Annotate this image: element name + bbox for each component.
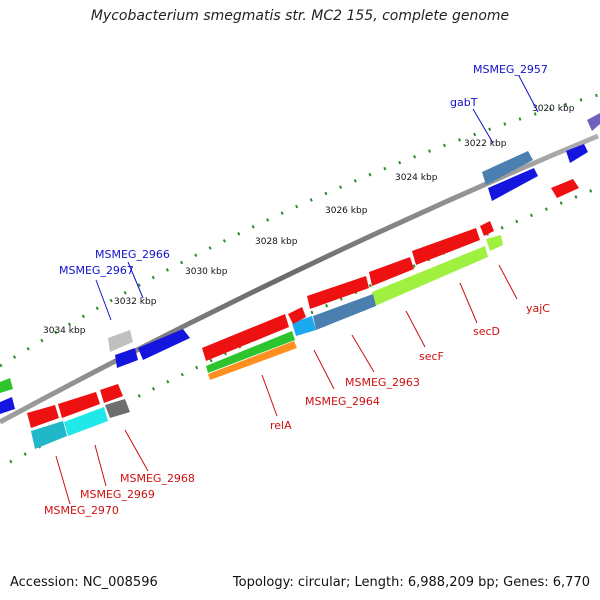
gene-feature[interactable] bbox=[480, 221, 494, 236]
tick-label-3024: 3024 kbp bbox=[395, 173, 438, 183]
tick-label-3032: 3032 kbp bbox=[114, 297, 157, 307]
gene-feature[interactable] bbox=[587, 113, 600, 131]
gene-feature[interactable] bbox=[307, 276, 369, 309]
gene-feature[interactable] bbox=[108, 330, 133, 352]
gene-feature[interactable] bbox=[488, 168, 538, 201]
gene-feature[interactable] bbox=[372, 246, 488, 306]
gene-feature[interactable] bbox=[58, 392, 100, 418]
accession-text: Accession: NC_008596 bbox=[10, 575, 158, 590]
gene-feature[interactable] bbox=[486, 235, 503, 251]
gene-label-rela[interactable]: relA bbox=[270, 419, 292, 432]
gene-label-msmeg-2957[interactable]: MSMEG_2957 bbox=[473, 63, 548, 76]
tick-label-3022: 3022 kbp bbox=[464, 139, 507, 149]
gene-label-msmeg-2968[interactable]: MSMEG_2968 bbox=[120, 472, 195, 485]
gene-feature[interactable] bbox=[206, 331, 295, 373]
gene-label-msmeg-2963[interactable]: MSMEG_2963 bbox=[345, 376, 420, 389]
reverse-strand-features bbox=[27, 179, 579, 449]
gene-label-msmeg-2964[interactable]: MSMEG_2964 bbox=[305, 395, 380, 408]
gene-feature[interactable] bbox=[412, 228, 480, 265]
tick-label-3034: 3034 kbp bbox=[43, 326, 86, 336]
gene-label-msmeg-2970[interactable]: MSMEG_2970 bbox=[44, 504, 119, 517]
gene-label-secd[interactable]: secD bbox=[473, 325, 500, 338]
gene-feature[interactable] bbox=[100, 384, 123, 403]
gene-feature[interactable] bbox=[31, 421, 67, 449]
gene-feature[interactable] bbox=[482, 151, 533, 185]
gene-feature[interactable] bbox=[115, 348, 138, 368]
genome-stats-text: Topology: circular; Length: 6,988,209 bp… bbox=[232, 575, 590, 590]
gene-feature[interactable] bbox=[288, 307, 306, 324]
leader-lines bbox=[55, 75, 539, 505]
gene-label-secf[interactable]: secF bbox=[419, 350, 444, 363]
tick-label-3020: 3020 kbp bbox=[532, 104, 575, 114]
gene-feature[interactable] bbox=[138, 329, 190, 360]
gene-label-gabt[interactable]: gabT bbox=[450, 96, 478, 109]
tick-label-3028: 3028 kbp bbox=[255, 237, 298, 247]
gene-feature[interactable] bbox=[551, 179, 579, 198]
gene-label-msmeg-2967[interactable]: MSMEG_2967 bbox=[59, 264, 134, 277]
gene-label-msmeg-2966[interactable]: MSMEG_2966 bbox=[95, 248, 170, 261]
gene-feature[interactable] bbox=[27, 405, 59, 428]
genome-backbone bbox=[0, 133, 599, 425]
gene-label-msmeg-2969[interactable]: MSMEG_2969 bbox=[80, 488, 155, 501]
tick-label-3030: 3030 kbp bbox=[185, 267, 228, 277]
gene-feature[interactable] bbox=[105, 399, 130, 418]
gene-feature[interactable] bbox=[0, 378, 13, 393]
tick-label-3026: 3026 kbp bbox=[325, 206, 368, 216]
gene-feature[interactable] bbox=[369, 257, 414, 286]
gene-feature[interactable] bbox=[208, 341, 297, 380]
gene-feature[interactable] bbox=[313, 294, 376, 330]
gene-feature[interactable] bbox=[0, 397, 15, 414]
forward-strand-features bbox=[0, 113, 600, 414]
gene-feature[interactable] bbox=[202, 314, 289, 361]
gene-feature[interactable] bbox=[64, 407, 108, 436]
map-title: Mycobacterium smegmatis str. MC2 155, co… bbox=[90, 8, 510, 24]
gene-feature[interactable] bbox=[566, 144, 588, 163]
gene-label-yajc[interactable]: yajC bbox=[526, 302, 550, 315]
